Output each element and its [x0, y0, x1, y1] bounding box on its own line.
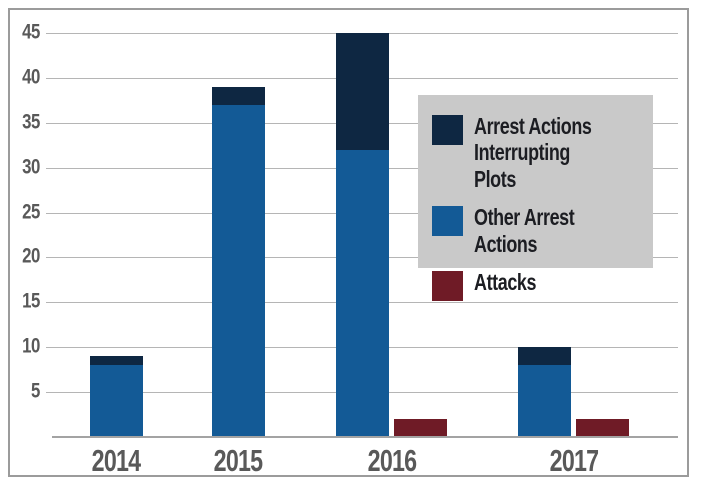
- legend-item-other-arrest-actions: Other Arrest Actions: [432, 204, 639, 257]
- x-axis-label-2016: 2016: [367, 443, 416, 478]
- bar-segment-2017-arrest-actions-interrupting-plots: [518, 347, 571, 366]
- bar-2017-attacks: [576, 419, 629, 437]
- y-tick-label: 40: [22, 65, 40, 89]
- y-tick-label: 10: [22, 334, 40, 358]
- bar-segment-2015-arrest-actions-interrupting-plots: [211, 86, 265, 105]
- bar-segment-2014-arrest-actions-interrupting-plots: [89, 356, 143, 366]
- legend-label-attacks: Attacks: [474, 269, 537, 296]
- x-axis-label-2015: 2015: [213, 443, 263, 478]
- x-axis-label-2014: 2014: [91, 443, 141, 478]
- y-tick-label: 30: [22, 155, 40, 179]
- bar-segment-2017-other-arrest-actions: [518, 365, 571, 437]
- bar-segment-2016-arrest-actions-interrupting-plots: [336, 33, 389, 150]
- legend-swatch-other-arrest-actions: [432, 206, 463, 237]
- stacked-bar-2017: [518, 347, 571, 437]
- bar-2016-attacks: [394, 419, 447, 437]
- legend-item-attacks: Attacks: [432, 269, 639, 302]
- y-tick-label: 45: [22, 20, 40, 44]
- stacked-bar-2016: [336, 33, 389, 437]
- y-tick-label: 5: [31, 379, 40, 403]
- legend-item-arrest-actions-interrupting-plots: Arrest Actions Interrupting Plots: [432, 113, 639, 192]
- legend-swatch-arrest-actions-interrupting-plots: [432, 115, 463, 145]
- x-axis-label-2017: 2017: [549, 443, 598, 478]
- stacked-bar-2015: [211, 86, 265, 437]
- stacked-bar-2014: [89, 356, 143, 437]
- bar-segment-2015-other-arrest-actions: [211, 104, 265, 437]
- legend: Arrest Actions Interrupting Plots Other A…: [418, 95, 653, 302]
- y-tick-label: 20: [22, 244, 40, 268]
- bar-segment-2016-other-arrest-actions: [336, 149, 389, 437]
- y-tick-label: 25: [22, 200, 40, 224]
- bar-segment-2014-other-arrest-actions: [89, 365, 143, 437]
- legend-swatch-attacks: [432, 271, 463, 302]
- y-tick-label: 15: [22, 289, 40, 313]
- legend-label-arrest-actions-interrupting-plots: Arrest Actions Interrupting Plots: [474, 113, 592, 192]
- x-axis-line: [52, 436, 678, 438]
- y-tick-label: 35: [22, 110, 40, 134]
- legend-label-other-arrest-actions: Other Arrest Actions: [474, 204, 575, 257]
